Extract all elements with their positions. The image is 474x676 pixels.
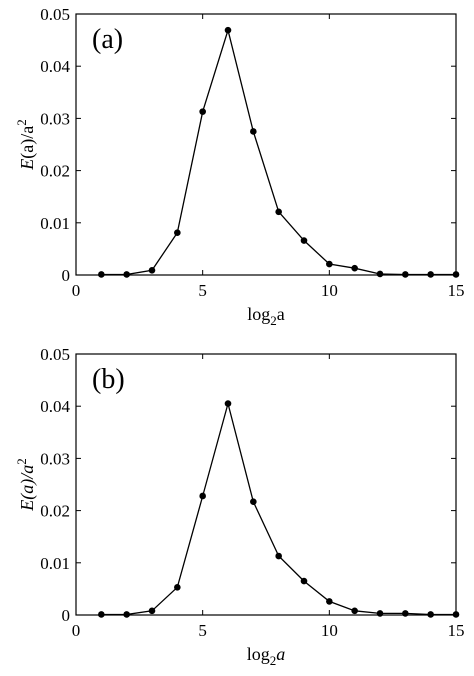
y-tick-label: 0.04: [40, 397, 70, 416]
series-line: [101, 27, 456, 276]
data-point: [199, 492, 206, 500]
data-point: [224, 26, 232, 34]
data-point: [224, 400, 232, 407]
data-point: [250, 498, 257, 506]
data-point: [452, 611, 460, 618]
y-axis-title-argument: (a)/a: [17, 465, 38, 500]
data-point: [123, 611, 130, 618]
y-axis-title: E(a)/a2: [14, 458, 38, 512]
series-line: [101, 401, 456, 616]
y-tick-label: 0.02: [40, 502, 70, 521]
x-tick-label: 10: [321, 621, 338, 640]
x-tick-label: 10: [321, 281, 338, 300]
data-point: [275, 552, 282, 560]
y-axis-title-function: E: [17, 500, 37, 512]
data-point: [402, 271, 409, 278]
x-axis-title-subscript: 2: [270, 313, 277, 328]
data-point: [199, 108, 206, 115]
data-point: [351, 264, 358, 272]
data-point: [98, 611, 105, 618]
data-point: [174, 229, 181, 237]
plot-frame: [75, 13, 457, 276]
data-point: [300, 577, 308, 585]
y-tick-label: 0.05: [40, 345, 70, 364]
y-tick-label: 0.01: [40, 554, 70, 573]
data-point: [174, 584, 181, 591]
data-point: [326, 598, 333, 605]
y-axis-title-function: E: [17, 159, 37, 171]
data-point: [148, 267, 156, 274]
x-axis-title-base: log: [247, 304, 270, 324]
y-axis-title-argument: (a)/a: [17, 126, 38, 159]
data-point: [98, 271, 105, 278]
y-tick-label: 0.03: [40, 449, 70, 468]
data-point: [376, 270, 384, 278]
y-tick-label: 0.03: [40, 109, 70, 128]
x-axis-title: log2a: [247, 304, 285, 328]
x-tick-label: 15: [448, 621, 465, 640]
chart-panel-b: 0 5 10 1500.010.020.030.040.05(b)log2aE(a)/…: [14, 345, 465, 668]
y-tick-label: 0.05: [40, 5, 70, 24]
x-axis-title-variable: a: [277, 304, 285, 324]
chart-panel-a: 0 5 10 1500.010.020.030.040.05(a)log2aE(a)/…: [14, 5, 465, 328]
x-tick-label: 15: [448, 281, 465, 300]
x-tick-label: 5: [198, 621, 207, 640]
data-point: [376, 610, 384, 617]
x-tick-label: 0: [72, 281, 81, 300]
data-point: [402, 610, 409, 617]
data-point: [452, 271, 460, 278]
x-tick-label: 0: [72, 621, 81, 640]
data-point: [275, 208, 282, 216]
y-axis-title-superscript: 2: [14, 119, 29, 126]
plot-frame: [75, 353, 457, 616]
y-axis-title: E(a)/a2: [14, 119, 38, 170]
y-tick-label: 0.01: [40, 214, 70, 233]
y-axis-title-superscript: 2: [14, 458, 29, 465]
data-point: [326, 260, 333, 268]
y-tick-label: 0.04: [40, 57, 70, 76]
y-tick-label: 0: [62, 266, 71, 285]
y-tick-label: 0: [62, 606, 71, 625]
data-point: [148, 607, 156, 615]
panel-label: (a): [92, 24, 123, 55]
panel-label: (b): [92, 364, 125, 395]
x-tick-label: 5: [198, 281, 207, 300]
data-point: [427, 271, 434, 278]
x-axis-title-variable: a: [276, 644, 285, 664]
x-axis-title: log2a: [247, 644, 286, 668]
y-tick-label: 0.02: [40, 162, 70, 181]
data-point: [300, 237, 308, 244]
data-point: [351, 607, 358, 615]
data-point: [427, 611, 434, 618]
x-axis-title-subscript: 2: [270, 653, 277, 668]
x-axis-title-base: log: [247, 644, 270, 664]
data-point: [123, 271, 130, 278]
data-point: [250, 128, 257, 135]
